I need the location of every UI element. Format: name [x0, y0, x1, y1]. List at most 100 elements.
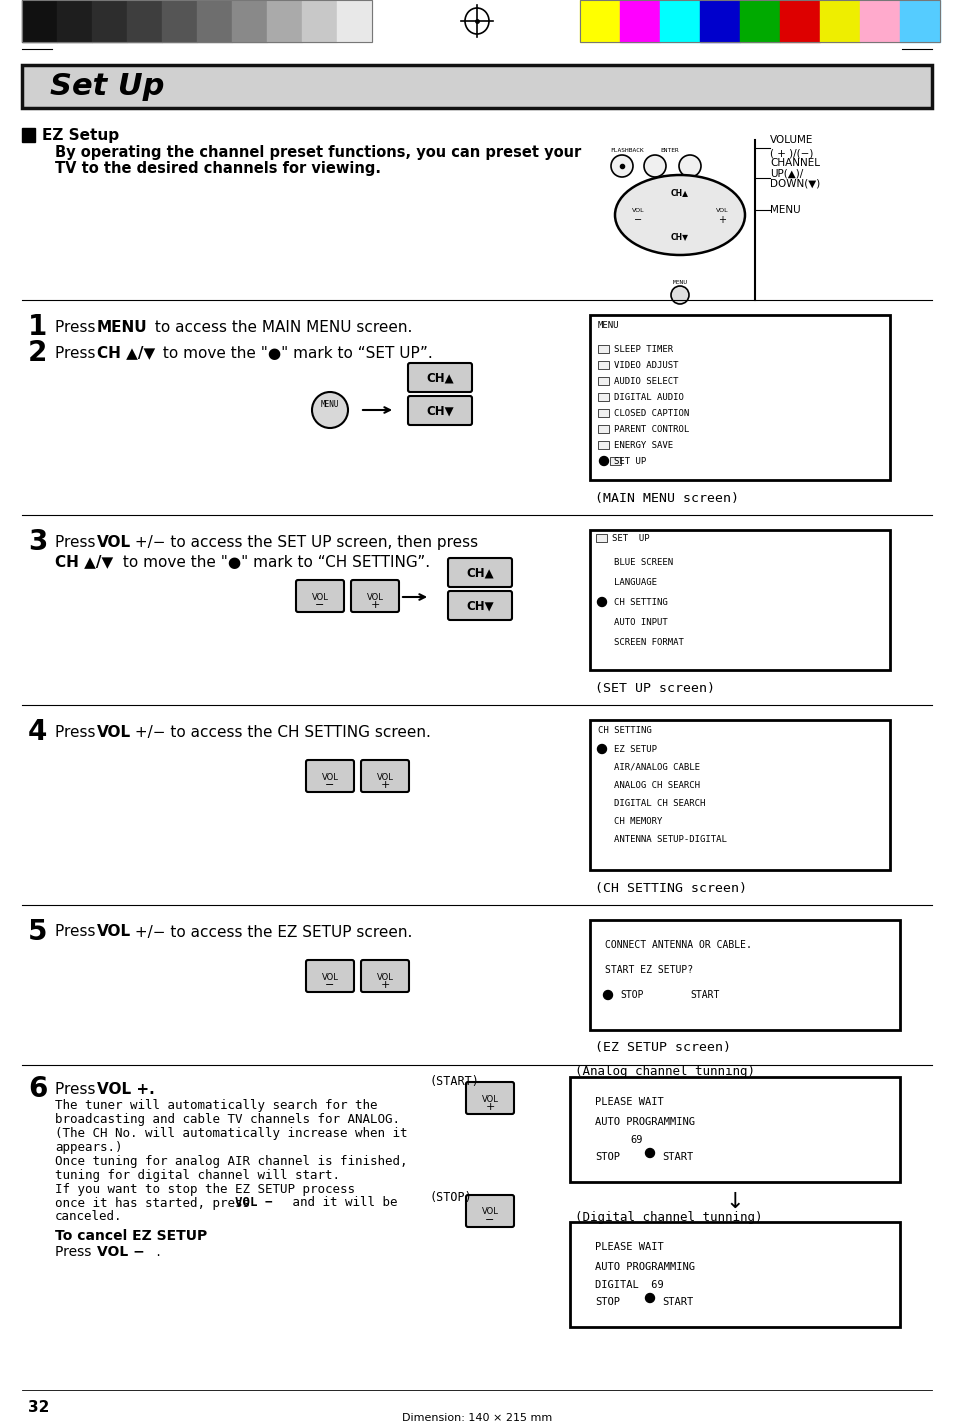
Bar — [232, 0, 267, 41]
Bar — [336, 0, 372, 41]
Text: VOL: VOL — [715, 208, 727, 212]
Bar — [598, 361, 608, 369]
Text: LANGUAGE: LANGUAGE — [614, 577, 657, 587]
Text: VOL: VOL — [631, 208, 643, 212]
Text: 5: 5 — [28, 918, 48, 946]
Text: DIGITAL CH SEARCH: DIGITAL CH SEARCH — [614, 798, 704, 808]
Text: (START): (START) — [430, 1076, 479, 1089]
Circle shape — [679, 155, 700, 177]
Text: AIR/ANALOG CABLE: AIR/ANALOG CABLE — [614, 762, 700, 771]
Bar — [589, 921, 899, 1030]
Text: VOL: VOL — [481, 1094, 497, 1103]
Bar — [780, 0, 820, 41]
Bar — [569, 1077, 899, 1181]
Bar — [589, 315, 889, 480]
Text: CH SETTING: CH SETTING — [614, 597, 667, 607]
Bar — [91, 0, 127, 41]
Circle shape — [643, 155, 665, 177]
Text: 4: 4 — [28, 718, 48, 747]
Text: PLEASE WAIT: PLEASE WAIT — [595, 1097, 663, 1107]
Text: 2: 2 — [28, 339, 48, 368]
Text: to access the MAIN MENU screen.: to access the MAIN MENU screen. — [150, 319, 412, 335]
Text: VOL: VOL — [312, 593, 328, 601]
Text: SCREEN FORMAT: SCREEN FORMAT — [614, 637, 683, 647]
Circle shape — [603, 990, 612, 999]
Text: START: START — [661, 1151, 693, 1161]
Text: AUTO PROGRAMMING: AUTO PROGRAMMING — [595, 1263, 695, 1273]
FancyBboxPatch shape — [351, 580, 398, 611]
Bar — [569, 1223, 899, 1327]
FancyBboxPatch shape — [306, 760, 354, 792]
Text: 6: 6 — [28, 1074, 48, 1103]
Text: CLOSED CAPTION: CLOSED CAPTION — [614, 409, 688, 418]
Text: VOL: VOL — [321, 772, 338, 781]
Text: DIGITAL  69: DIGITAL 69 — [595, 1280, 663, 1290]
Text: CH MEMORY: CH MEMORY — [614, 817, 661, 825]
Text: SET  UP: SET UP — [612, 533, 649, 543]
Text: CONNECT ANTENNA OR CABLE.: CONNECT ANTENNA OR CABLE. — [604, 940, 751, 950]
Text: CH ▲/▼: CH ▲/▼ — [55, 554, 113, 570]
Text: 69: 69 — [629, 1134, 641, 1146]
Text: CHANNEL: CHANNEL — [769, 158, 820, 168]
Text: Press: Press — [55, 319, 100, 335]
Text: CH▼: CH▼ — [466, 600, 494, 613]
Bar — [302, 0, 336, 41]
FancyBboxPatch shape — [448, 559, 512, 587]
Text: FLASHBACK: FLASHBACK — [609, 148, 643, 152]
Bar — [609, 457, 620, 465]
Text: DOWN(▼): DOWN(▼) — [769, 178, 820, 188]
Text: PLEASE WAIT: PLEASE WAIT — [595, 1243, 663, 1253]
Text: and it will be: and it will be — [285, 1197, 397, 1210]
Bar — [598, 409, 608, 418]
Text: The tuner will automatically search for the: The tuner will automatically search for … — [55, 1099, 377, 1112]
Text: Dimension: 140 × 215 mm: Dimension: 140 × 215 mm — [401, 1414, 552, 1424]
Text: .: . — [152, 1245, 161, 1260]
Text: +: + — [380, 980, 389, 990]
Bar — [267, 0, 302, 41]
FancyBboxPatch shape — [360, 760, 409, 792]
Text: AUTO INPUT: AUTO INPUT — [614, 617, 667, 627]
FancyBboxPatch shape — [408, 396, 472, 425]
Bar — [162, 0, 196, 41]
FancyBboxPatch shape — [360, 960, 409, 992]
Text: CH▲: CH▲ — [670, 188, 688, 198]
Text: 3: 3 — [28, 529, 48, 556]
Bar — [579, 0, 939, 41]
Text: STOP: STOP — [595, 1151, 619, 1161]
Text: Press: Press — [55, 345, 100, 361]
Bar — [700, 0, 740, 41]
Text: VOL −: VOL − — [234, 1197, 273, 1210]
Text: STOP: STOP — [595, 1297, 619, 1307]
Text: +: + — [485, 1102, 495, 1112]
Bar — [589, 720, 889, 871]
Bar — [22, 66, 931, 108]
Text: VOL: VOL — [321, 972, 338, 982]
Text: VOL: VOL — [376, 972, 393, 982]
Text: +: + — [380, 779, 389, 789]
Text: Set Up: Set Up — [50, 73, 164, 101]
Text: to move the "●" mark to “CH SETTING”.: to move the "●" mark to “CH SETTING”. — [118, 554, 430, 570]
Bar — [22, 0, 57, 41]
Text: CH▲: CH▲ — [466, 567, 494, 580]
Text: −: − — [634, 215, 641, 225]
Bar — [598, 393, 608, 400]
Text: +/− to access the EZ SETUP screen.: +/− to access the EZ SETUP screen. — [130, 925, 412, 939]
Bar — [598, 440, 608, 449]
Text: MENU: MENU — [769, 205, 800, 215]
Text: AUTO PROGRAMMING: AUTO PROGRAMMING — [595, 1117, 695, 1127]
Text: TV to the desired channels for viewing.: TV to the desired channels for viewing. — [55, 161, 380, 175]
Text: to move the "●" mark to “SET UP”.: to move the "●" mark to “SET UP”. — [158, 345, 433, 361]
Text: MENU: MENU — [598, 321, 618, 329]
Text: AUDIO SELECT: AUDIO SELECT — [614, 376, 678, 386]
Circle shape — [312, 392, 348, 428]
Text: CH▲: CH▲ — [426, 372, 454, 385]
Text: VOL: VOL — [97, 724, 131, 740]
Text: tuning for digital channel will start.: tuning for digital channel will start. — [55, 1168, 339, 1181]
Bar — [598, 345, 608, 353]
FancyBboxPatch shape — [448, 591, 512, 620]
Circle shape — [597, 744, 606, 754]
Text: (Analog channel tunning): (Analog channel tunning) — [575, 1066, 754, 1079]
Bar — [598, 378, 608, 385]
FancyBboxPatch shape — [295, 580, 344, 611]
Text: MENU: MENU — [672, 279, 687, 285]
